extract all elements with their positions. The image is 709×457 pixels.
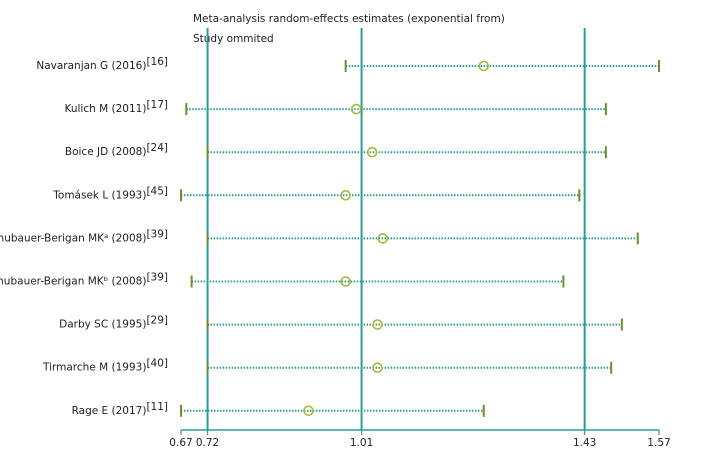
study-label: Tomásek L (1993)[45] [52,185,168,201]
study-label: Tirmarche M (1993)[40] [42,358,168,374]
study-ref: [17] [146,99,168,111]
estimate [372,319,383,330]
study-name: Darby SC (1995) [59,319,146,331]
study-ref: [29] [146,315,168,327]
chart-title: Meta-analysis random-effects estimates (… [193,13,505,25]
estimate [303,405,314,417]
study-ref: [39] [146,272,168,284]
estimate [340,276,351,287]
estimate [372,362,383,374]
study-ref: [40] [146,358,168,370]
x-tick-label: 1.01 [350,437,373,449]
estimate [377,233,389,244]
study-name: Navaranjan G (2016) [36,60,146,72]
study-ref: [24] [146,142,168,154]
study-ref: [16] [146,56,168,68]
study-label: Boice JD (2008)[24] [65,142,168,158]
estimate [478,60,490,72]
study-label: Navaranjan G (2016)[16] [36,56,168,72]
study-ref: [45] [146,185,168,197]
study-label: Kulich M (2011)[17] [65,99,169,115]
study-ref: [11] [146,401,168,413]
estimate [340,190,351,201]
x-tick-label: 0.72 [196,437,219,449]
x-tick-label: 1.43 [573,437,596,449]
study-name: Kulich M (2011) [65,103,147,115]
study-ref: [39] [146,228,168,240]
x-tick-label: 1.57 [647,437,670,449]
x-tick-label: 0.67 [169,437,192,449]
study-name: Boice JD (2008) [65,146,147,158]
study-name: Schubauer-Berigan MKᵇ (2008) [0,276,146,288]
estimate [350,103,362,115]
study-label: Schubauer-Berigan MKᵃ (2008)[39] [0,228,168,244]
chart-subtitle: Study ommited [193,33,274,45]
study-label: Rage E (2017)[11] [72,401,168,417]
study-name: Schubauer-Berigan MKᵃ (2008) [0,232,146,244]
study-label: Darby SC (1995)[29] [59,315,168,331]
study-name: Rage E (2017) [72,405,147,417]
study-name: Tomásek L (1993) [52,189,146,201]
study-label: Schubauer-Berigan MKᵇ (2008)[39] [0,272,168,288]
study-name: Tirmarche M (1993) [42,362,146,374]
estimate [366,146,378,158]
